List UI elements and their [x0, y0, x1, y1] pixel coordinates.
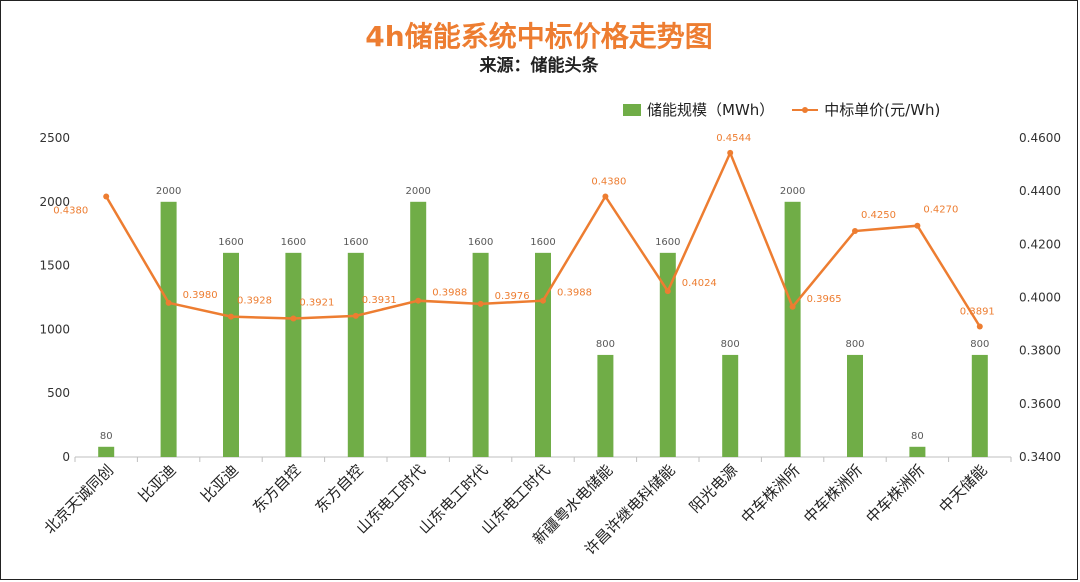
price-point — [789, 303, 796, 310]
price-point — [727, 149, 734, 156]
bar-value-label: 800 — [970, 339, 989, 350]
bar-value-label: 1600 — [530, 237, 555, 248]
bar — [784, 201, 801, 457]
bar-value-label: 1600 — [343, 237, 368, 248]
bar — [98, 446, 115, 457]
price-value-label: 0.3988 — [432, 288, 467, 299]
x-category-label: 比亚迪 — [135, 461, 180, 506]
bar — [472, 252, 489, 457]
y-right-tick-label: 0.4000 — [1019, 291, 1061, 305]
bar-value-label: 1600 — [468, 237, 493, 248]
price-point — [165, 299, 172, 306]
x-category-label: 比亚迪 — [197, 461, 242, 506]
price-value-label: 0.4544 — [716, 133, 751, 144]
legend-item-line: 中标单价(元/Wh) — [792, 99, 940, 120]
y-right-tick-label: 0.3400 — [1019, 450, 1061, 464]
bar — [223, 252, 239, 457]
bar-value-label: 80 — [911, 431, 924, 442]
bar-value-label: 2000 — [405, 186, 430, 197]
legend-line-swatch — [792, 104, 819, 116]
price-point — [103, 193, 110, 200]
price-value-label: 0.3891 — [960, 306, 995, 317]
legend-line-label: 中标单价(元/Wh) — [824, 101, 941, 119]
price-value-label: 0.4380 — [53, 205, 88, 216]
bar — [347, 252, 364, 457]
price-point — [852, 228, 858, 235]
bar-value-label: 80 — [100, 431, 113, 442]
legend: 储能规模（MWh） 中标单价(元/Wh) — [623, 99, 958, 120]
x-category-label: 中车株洲所 — [800, 461, 866, 527]
bar-value-label: 800 — [721, 339, 740, 350]
price-value-label: 0.3976 — [495, 291, 530, 302]
y-left-tick-label: 2500 — [39, 131, 70, 145]
price-point — [602, 193, 609, 200]
price-value-label: 0.3980 — [183, 290, 218, 301]
chart-title: 4h储能系统中标价格走势图 — [365, 20, 713, 53]
bar — [722, 354, 739, 457]
price-value-label: 0.3988 — [557, 288, 592, 299]
y-left-tick-label: 1500 — [39, 259, 70, 273]
x-category-label: 东方自控 — [249, 461, 304, 516]
price-point — [352, 312, 359, 319]
price-value-label: 0.4250 — [861, 210, 896, 221]
bar — [410, 201, 427, 457]
price-value-label: 0.3965 — [807, 294, 842, 305]
bar — [597, 354, 614, 457]
bar — [160, 201, 177, 457]
legend-bar-swatch — [623, 103, 641, 116]
bar — [535, 252, 551, 457]
bar-value-label: 2000 — [156, 186, 181, 197]
bar-value-label: 2000 — [780, 186, 805, 197]
bar-value-label: 1600 — [218, 237, 243, 248]
price-value-label: 0.3921 — [299, 298, 334, 309]
price-value-label: 0.4380 — [591, 176, 626, 187]
bar — [659, 252, 676, 457]
x-category-label: 中车株洲所 — [862, 461, 928, 527]
price-point — [914, 222, 921, 229]
y-left-tick-label: 0 — [62, 450, 70, 464]
legend-item-bar: 储能规模（MWh） — [623, 99, 774, 120]
legend-bar-label: 储能规模（MWh） — [647, 101, 775, 119]
price-point — [664, 288, 671, 295]
price-value-label: 0.3928 — [237, 296, 272, 307]
y-right-tick-label: 0.3600 — [1019, 397, 1061, 411]
y-right-tick-label: 0.3800 — [1019, 344, 1061, 358]
bar — [847, 354, 863, 457]
price-point — [228, 313, 234, 320]
x-category-label: 中车株洲所 — [738, 461, 804, 527]
x-category-label: 阳光电源 — [686, 461, 741, 516]
price-point — [477, 300, 484, 307]
x-category-label: 东方自控 — [311, 461, 366, 516]
bar-value-label: 1600 — [655, 237, 680, 248]
bar — [971, 354, 988, 457]
price-point — [415, 297, 422, 304]
price-point — [540, 297, 546, 304]
y-right-tick-label: 0.4600 — [1019, 131, 1061, 145]
bar-value-label: 800 — [845, 339, 864, 350]
price-value-label: 0.4270 — [923, 205, 958, 216]
chart-subtitle: 来源：储能头条 — [479, 56, 599, 76]
y-right-tick-label: 0.4400 — [1019, 184, 1061, 198]
y-left-tick-label: 2000 — [39, 195, 70, 209]
bar — [909, 446, 926, 457]
y-left-tick-label: 500 — [47, 386, 70, 400]
x-category-label: 北京天诚同创 — [41, 461, 117, 537]
bar — [285, 252, 302, 457]
price-value-label: 0.3931 — [362, 295, 397, 306]
price-point — [976, 323, 983, 330]
bar-value-label: 1600 — [281, 237, 306, 248]
price-point — [290, 315, 297, 322]
bar-value-label: 800 — [596, 339, 615, 350]
y-left-tick-label: 1000 — [39, 322, 70, 336]
y-right-tick-label: 0.4200 — [1019, 237, 1061, 251]
x-category-label: 中天储能 — [935, 461, 990, 516]
price-value-label: 0.4024 — [682, 278, 717, 289]
